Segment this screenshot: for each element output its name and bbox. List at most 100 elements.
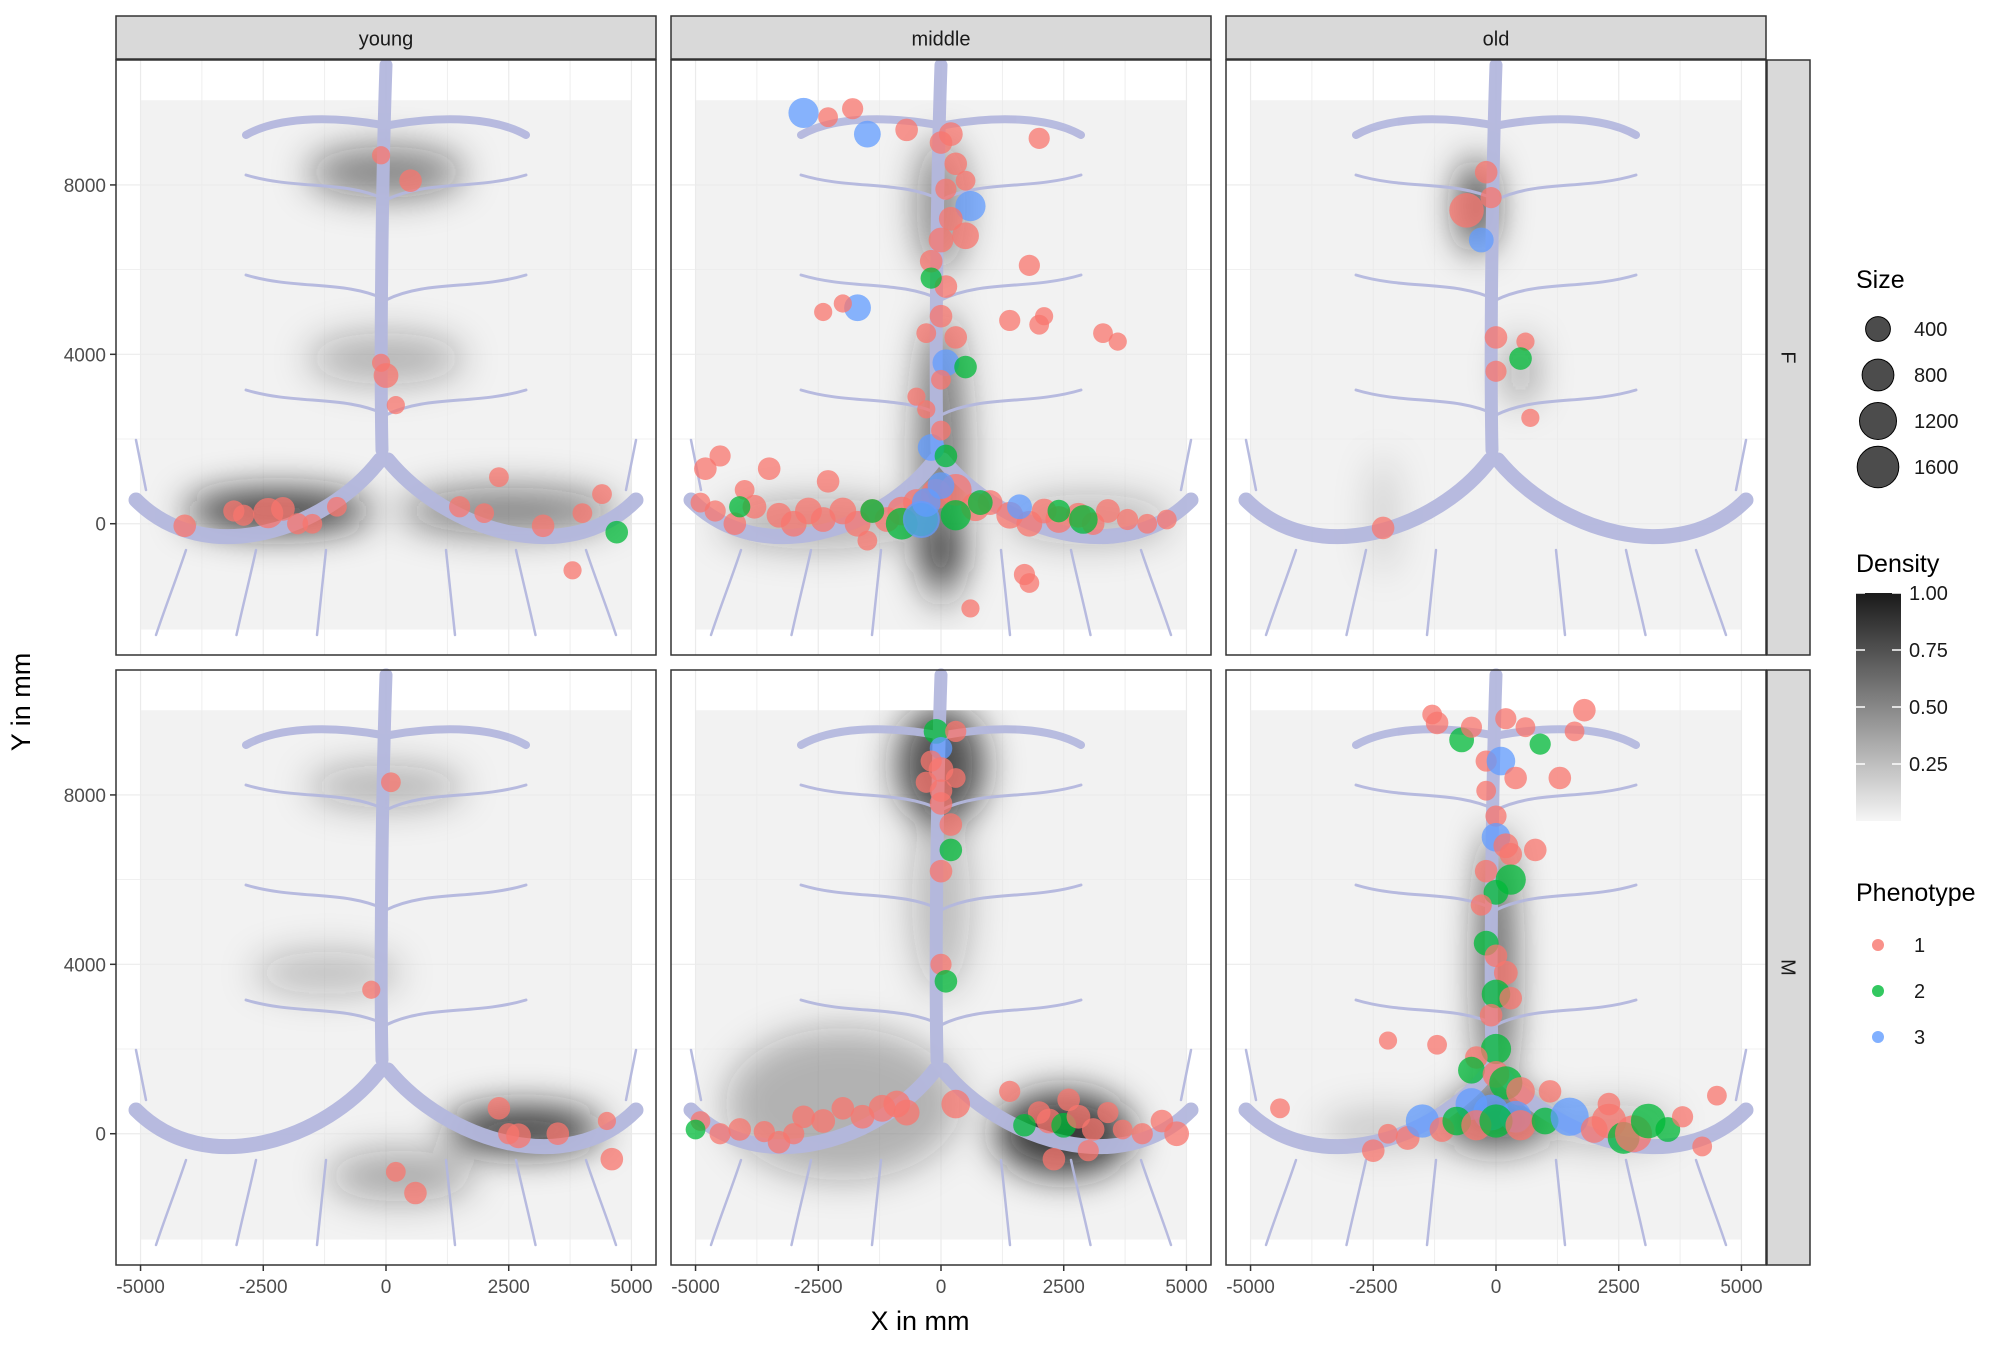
data-point bbox=[1449, 193, 1484, 228]
data-point bbox=[1550, 1097, 1589, 1136]
data-point bbox=[1378, 1123, 1398, 1144]
data-point bbox=[927, 472, 955, 500]
vessel-twig bbox=[939, 998, 1083, 1027]
data-point bbox=[1479, 1104, 1513, 1138]
data-point bbox=[327, 496, 347, 517]
vessel-tree bbox=[128, 58, 644, 637]
data-point bbox=[999, 1080, 1021, 1102]
vessel-root bbox=[1264, 1158, 1298, 1247]
data-point bbox=[1484, 326, 1508, 349]
density-legend-label: 0.50 bbox=[1909, 697, 1948, 719]
x-tick-label: -5000 bbox=[116, 1277, 165, 1298]
data-point bbox=[952, 222, 979, 250]
x-tick-label: -5000 bbox=[671, 1277, 720, 1298]
panel-F-young: young 0 4000 8000 bbox=[64, 15, 657, 656]
vessel-root bbox=[235, 1158, 258, 1247]
data-point bbox=[1480, 1033, 1512, 1065]
data-point bbox=[895, 118, 918, 142]
data-point bbox=[704, 500, 726, 522]
data-point bbox=[1097, 1101, 1119, 1124]
data-point bbox=[605, 520, 629, 544]
vessel-twig bbox=[384, 273, 528, 302]
data-point bbox=[1057, 1088, 1080, 1112]
data-point bbox=[1007, 494, 1032, 520]
vessel-root bbox=[315, 1158, 328, 1247]
data-point bbox=[1156, 509, 1177, 530]
data-point bbox=[1468, 227, 1494, 253]
points bbox=[173, 146, 629, 580]
facet-strip-middle bbox=[670, 15, 1212, 60]
panel-F-old: old F bbox=[1225, 15, 1811, 656]
vessel-twig bbox=[244, 998, 388, 1027]
data-point bbox=[944, 326, 968, 349]
data-point bbox=[934, 969, 958, 993]
vessel-root bbox=[870, 548, 883, 637]
y-axis-label: Y in mm bbox=[6, 653, 36, 752]
data-point bbox=[1019, 573, 1040, 593]
vessel-root bbox=[1734, 1048, 1748, 1102]
vessel-crown-right bbox=[941, 115, 1085, 139]
data-point bbox=[893, 1099, 920, 1126]
data-point bbox=[1509, 347, 1532, 370]
data-point bbox=[1476, 780, 1497, 801]
panel-border bbox=[670, 59, 1212, 656]
gridlines bbox=[1226, 60, 1766, 655]
vessel-trunk bbox=[374, 668, 393, 1067]
vessel-root bbox=[1734, 438, 1748, 492]
vessel-crown-right bbox=[386, 725, 530, 749]
vessel-twig bbox=[244, 783, 388, 812]
facet-strip-M bbox=[1766, 669, 1811, 1266]
data-point bbox=[935, 178, 957, 200]
vessel-root bbox=[584, 548, 618, 637]
vessel-crown-right bbox=[386, 115, 530, 139]
vessel-crown-left bbox=[242, 725, 386, 749]
data-point bbox=[833, 294, 852, 313]
x-tick-label: 2500 bbox=[488, 1277, 530, 1298]
vessel-twig bbox=[799, 998, 943, 1027]
data-point bbox=[955, 170, 976, 191]
data-point bbox=[1480, 187, 1502, 209]
vessel-root bbox=[1554, 548, 1567, 637]
vessel-root bbox=[154, 548, 188, 637]
phenotype-legend-key bbox=[1872, 985, 1884, 997]
vessel-twig bbox=[244, 388, 388, 417]
data-point bbox=[961, 599, 980, 618]
data-point bbox=[563, 561, 582, 580]
data-point bbox=[831, 1097, 855, 1120]
size-legend-label: 1600 bbox=[1914, 457, 1959, 479]
phenotype-legend-label: 3 bbox=[1914, 1027, 1925, 1049]
data-point bbox=[1485, 805, 1507, 827]
x-tick-label: -2500 bbox=[794, 1277, 843, 1298]
data-point bbox=[1707, 1085, 1727, 1106]
data-point bbox=[1047, 499, 1071, 523]
data-point bbox=[592, 484, 612, 504]
data-point bbox=[729, 496, 751, 518]
vessel-root bbox=[584, 1158, 618, 1247]
data-point bbox=[1093, 323, 1113, 344]
x-tick-label: -2500 bbox=[1349, 1277, 1398, 1298]
y-tick-label: 0 bbox=[95, 1125, 106, 1146]
vessel-root bbox=[444, 1158, 457, 1247]
phenotype-legend-label: 1 bbox=[1914, 935, 1925, 957]
data-point bbox=[1484, 944, 1508, 968]
data-point bbox=[449, 496, 471, 518]
facet-strip-label: young bbox=[359, 29, 414, 51]
data-point bbox=[1486, 746, 1516, 776]
vessel-twig bbox=[1494, 783, 1638, 812]
data-point bbox=[811, 1109, 836, 1133]
data-point bbox=[931, 369, 951, 390]
data-point bbox=[723, 512, 747, 536]
data-point bbox=[287, 513, 309, 535]
points bbox=[1371, 160, 1540, 540]
data-point bbox=[1112, 1119, 1133, 1140]
data-point bbox=[1018, 254, 1040, 276]
data-point bbox=[1515, 717, 1536, 738]
x-tick-label: 0 bbox=[381, 1277, 392, 1298]
vessel-root bbox=[315, 548, 328, 637]
vessel-crown-left bbox=[797, 725, 941, 749]
data-point bbox=[1361, 1139, 1385, 1162]
vessel-root bbox=[514, 548, 537, 637]
x-tick-label: 0 bbox=[936, 1277, 947, 1298]
